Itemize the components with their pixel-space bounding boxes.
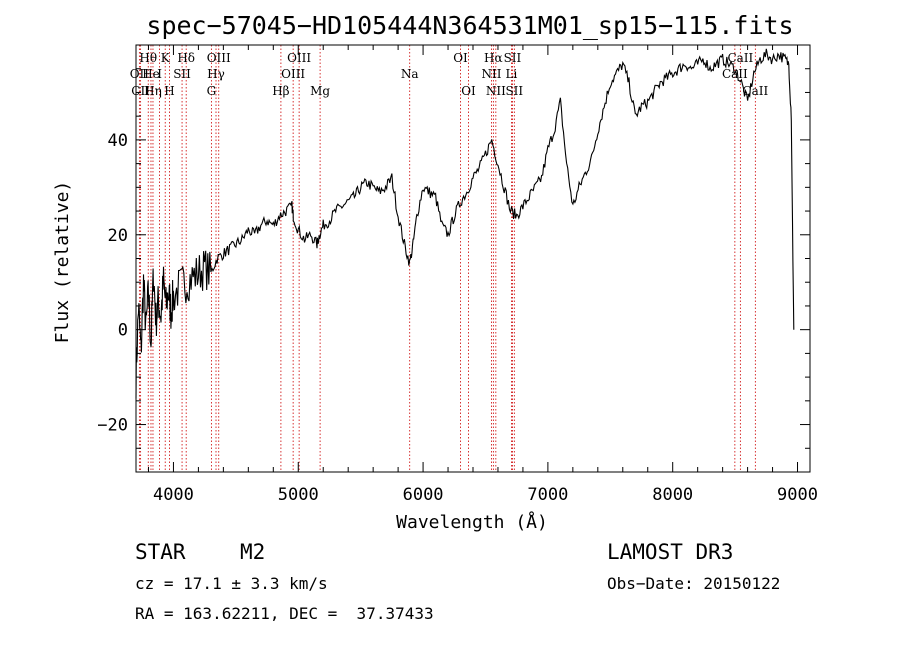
object-subclass: M2 [240,540,266,564]
line-label: I [157,67,162,81]
chart-title: spec−57045−HD105444N364531M01_sp15−115.f… [146,11,793,40]
line-label: NII [481,67,501,81]
line-label: G [207,84,217,98]
y-tick-labels: −20 0 20 40 [97,131,128,436]
line-label: OI [453,51,468,65]
survey-name: LAMOST DR3 [607,540,734,564]
line-label: Hα [484,51,503,65]
line-label: K [161,51,171,65]
x-axis-label: Wavelength (Å) [396,511,548,533]
x-tick-label: 8000 [652,485,693,505]
spectrum-chart: spec−57045−HD105444N364531M01_sp15−115.f… [52,11,818,533]
line-label: OI [461,84,476,98]
x-tick-label: 5000 [278,485,319,505]
line-label: Na [401,67,419,81]
redshift-cz: cz = 17.1 ± 3.3 km/s [135,574,328,593]
observation-date: Obs−Date: 20150122 [607,574,781,593]
line-label: CaII [727,51,753,65]
spectral-line-markers [138,45,756,472]
y-tick-label: 0 [118,321,128,341]
x-tick-label: 6000 [403,485,444,505]
line-label: He [142,67,160,81]
x-tick-label: 9000 [777,485,818,505]
line-label: OIII [207,51,231,65]
line-label: CaII [742,84,768,98]
y-axis-label: Flux (relative) [52,181,73,344]
x-tick-label: 7000 [527,485,568,505]
line-label: SII [504,51,522,65]
x-tick-label: 4000 [153,485,194,505]
line-label: Hδ [177,51,195,65]
line-label: Hη [144,84,162,98]
line-label: OIII [281,67,305,81]
line-label: SII [173,67,191,81]
line-label: NII [486,84,506,98]
plot-frame [135,44,811,473]
line-label: SII [505,84,523,98]
line-label: OIII [287,51,311,65]
line-label: H [164,84,174,98]
ra-dec-coordinates: RA = 163.62211, DEC = 37.37433 [135,604,434,623]
y-tick-label: 20 [108,226,128,246]
line-label: Hθ [139,51,157,65]
line-label: Li [506,67,518,81]
line-label: CaII [722,67,748,81]
y-tick-label: −20 [97,416,128,436]
line-label: Hγ [207,67,225,81]
line-label: OII [130,67,150,81]
line-label: Mg [310,84,330,98]
y-tick-label: 40 [108,131,128,151]
spectrum-line [135,48,795,399]
x-tick-labels: 4000 5000 6000 7000 8000 9000 [153,485,818,505]
line-label: Hβ [272,84,289,98]
axis-ticks [136,44,810,473]
object-class: STAR [135,540,186,564]
